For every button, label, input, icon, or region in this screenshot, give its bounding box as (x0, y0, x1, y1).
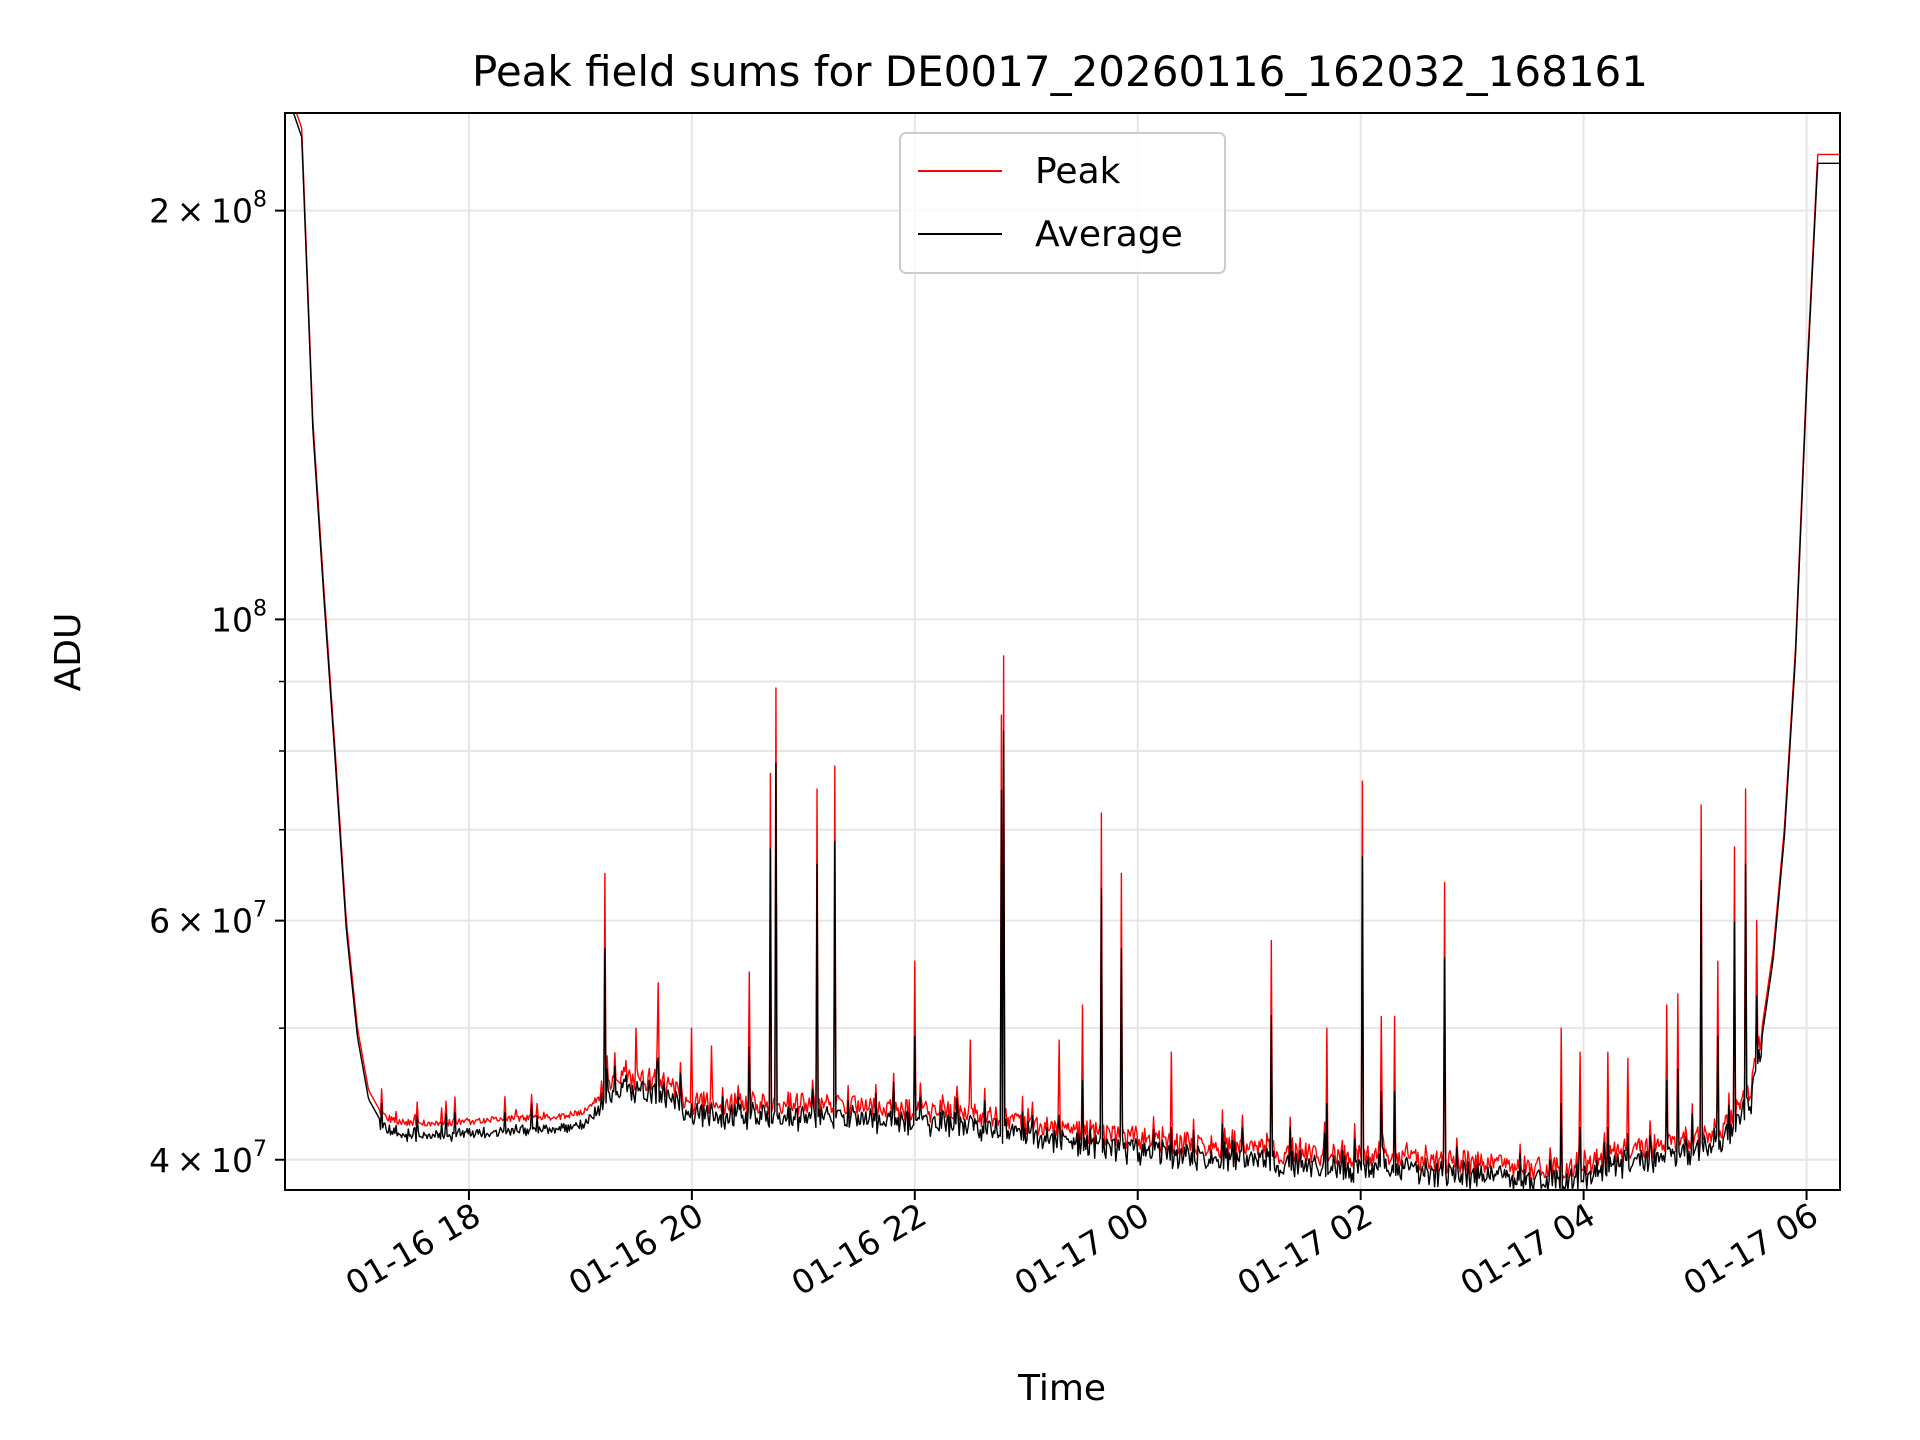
x-axis-label: Time (1017, 1368, 1106, 1409)
y-tick-label: 6 × 107 (149, 898, 267, 941)
y-axis-label: ADU (48, 613, 89, 692)
plot-area (285, 112, 1840, 1191)
legend[interactable]: Peak Average (899, 132, 1226, 274)
chart-title: Peak field sums for DE0017_20260116_1620… (472, 47, 1648, 96)
y-tick-label: 2 × 108 (149, 188, 267, 231)
y-tick-label: 4 × 107 (149, 1137, 267, 1180)
plot-frame (284, 112, 1841, 1191)
series-average-line (285, 112, 1840, 1191)
legend-average-label: Average (1035, 214, 1183, 255)
y-axis: 4 × 107 6 × 107 108 2 × 108 (149, 188, 285, 1180)
legend-peak-label: Peak (1035, 151, 1121, 192)
y-tick-label: 108 (211, 596, 267, 639)
legend-box (899, 132, 1226, 274)
